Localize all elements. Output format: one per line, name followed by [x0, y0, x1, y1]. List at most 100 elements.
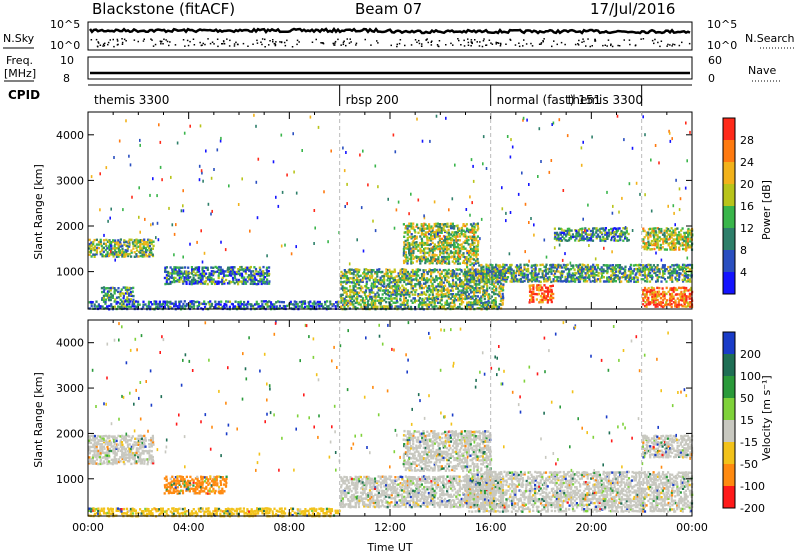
scatter-cell — [641, 269, 645, 273]
scatter-cell — [99, 240, 102, 244]
scatter-cell — [192, 276, 195, 280]
scatter-cell — [108, 447, 111, 451]
scatter-cell — [555, 238, 558, 242]
scatter-cell — [622, 233, 625, 236]
scatter-cell — [475, 251, 478, 255]
scatter-cell — [676, 303, 679, 307]
noise-search-dot — [213, 43, 215, 45]
scatter-cell — [512, 271, 515, 275]
scatter-cell — [487, 278, 490, 281]
scatter-cell — [378, 282, 381, 285]
scatter-cell — [220, 300, 223, 303]
scatter-cell — [413, 297, 416, 300]
scatter-cell — [90, 241, 93, 244]
scatter-cell — [431, 305, 434, 309]
scatter-cell — [189, 302, 192, 305]
scatter-cell — [546, 276, 549, 279]
scatter-cell — [672, 267, 675, 270]
scatter-cell — [404, 254, 406, 258]
scatter-cell — [533, 223, 535, 227]
noise-search-dot — [166, 40, 169, 43]
scatter-cell — [685, 297, 688, 300]
scatter-cell — [622, 227, 625, 230]
scatter-cell — [466, 258, 469, 261]
scatter-cell — [472, 288, 475, 291]
scatter-cell — [390, 297, 393, 301]
scatter-cell — [130, 251, 133, 254]
scatter-cell — [611, 267, 614, 271]
scatter-cell — [93, 246, 96, 250]
scatter-cell — [121, 303, 124, 306]
scatter-cell — [223, 302, 226, 306]
scatter-cell — [198, 303, 201, 306]
scatter-cell — [435, 231, 438, 234]
scatter-cell — [146, 240, 149, 244]
scatter-cell — [133, 300, 136, 304]
scatter-cell — [312, 305, 315, 308]
scatter-cell — [466, 241, 469, 244]
noise-search-dot — [99, 44, 102, 46]
noise-search-dot — [109, 39, 111, 41]
scatter-cell — [586, 233, 589, 236]
scatter-cell — [431, 227, 435, 230]
scatter-cell — [491, 287, 494, 290]
scatter-cell — [125, 456, 128, 459]
scatter-cell — [663, 229, 666, 232]
scatter-cell — [401, 293, 404, 296]
scatter-cell — [644, 301, 647, 304]
scatter-cell — [678, 268, 681, 271]
scatter-cell — [293, 305, 296, 308]
noise-search-dot — [342, 41, 345, 44]
scatter-cell — [396, 283, 399, 286]
scatter-cell — [687, 246, 690, 249]
scatter-cell — [654, 227, 657, 230]
scatter-cell — [109, 289, 112, 292]
scatter-cell — [262, 265, 265, 269]
noise-search-dot — [463, 39, 465, 42]
scatter-cell — [262, 282, 265, 285]
scatter-cell — [568, 280, 571, 283]
scatter-cell — [269, 301, 273, 304]
scatter-cell — [440, 283, 443, 286]
scatter-cell — [554, 233, 557, 237]
scatter-cell — [115, 251, 118, 254]
scatter-cell — [602, 237, 605, 241]
scatter-cell — [440, 259, 443, 263]
scatter-cell — [173, 268, 176, 271]
scatter-cell — [642, 240, 645, 243]
scatter-cell — [447, 253, 450, 256]
scatter-cell — [465, 223, 468, 226]
scatter-cell — [424, 258, 427, 261]
noise-search-dot — [221, 43, 224, 45]
scatter-cell — [391, 277, 394, 280]
scatter-cell — [181, 305, 184, 308]
scatter-cell — [683, 231, 686, 235]
scatter-cell — [687, 280, 690, 283]
scatter-cell — [166, 303, 169, 306]
scatter-cell — [96, 454, 99, 457]
scatter-cell — [203, 302, 206, 306]
scatter-cell — [300, 305, 303, 309]
scatter-cell — [408, 295, 411, 298]
scatter-cell — [343, 169, 346, 173]
scatter-cell — [244, 272, 248, 275]
scatter-cell — [647, 263, 650, 266]
scatter-cell — [646, 277, 649, 281]
scatter-cell — [373, 278, 377, 282]
scatter-cell — [132, 244, 135, 248]
scatter-cell — [160, 303, 163, 306]
scatter-cell — [462, 281, 465, 284]
scatter-cell — [120, 251, 124, 254]
scatter-cell — [178, 274, 181, 277]
scatter-cell — [487, 307, 490, 310]
noise-search-dot — [671, 45, 673, 47]
scatter-cell — [476, 222, 479, 225]
scatter-cell — [347, 289, 350, 292]
scatter-cell — [121, 255, 124, 258]
scatter-cell — [457, 247, 460, 250]
scatter-cell — [550, 292, 553, 296]
scatter-cell — [561, 275, 564, 279]
scatter-cell — [106, 446, 109, 449]
noise-search-dot — [470, 45, 472, 47]
scatter-cell — [528, 278, 531, 282]
